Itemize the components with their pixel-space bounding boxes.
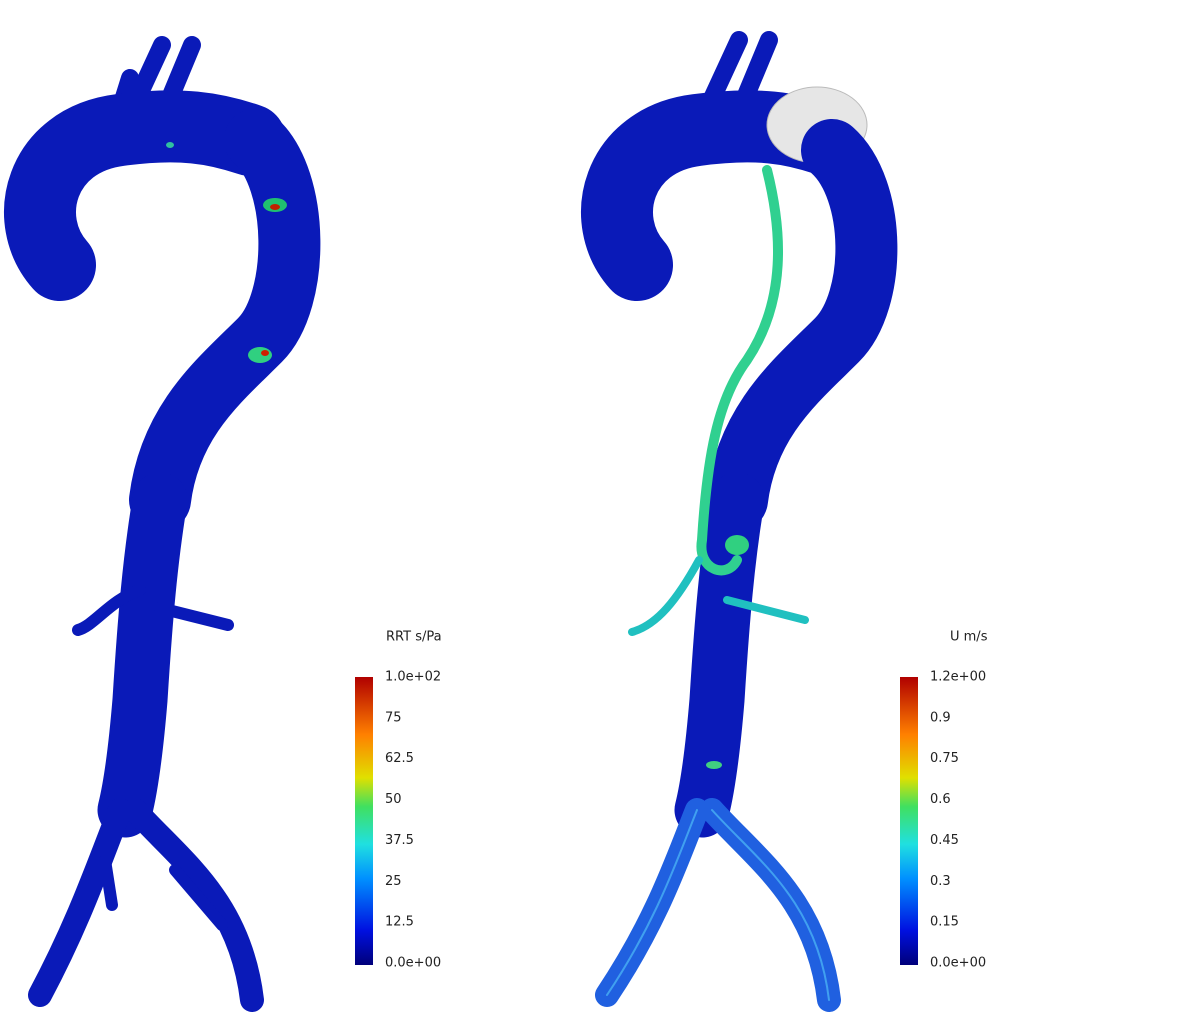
colorbar-tick-label: 0.0e+00 [930,956,986,971]
colorbar-tick-label: 75 [385,710,402,725]
colorbar-tick-label: 1.0e+02 [385,670,441,685]
colorbar-tick-label: 0.75 [930,751,959,766]
aorta-velocity [581,31,898,1012]
colorbar-tick-label: 12.5 [385,915,414,930]
colorbar-tick-label: 0.45 [930,833,959,848]
colorbar-tick-label: 0.6 [930,792,951,807]
colorbar-tick-label: 50 [385,792,402,807]
colorbar-tick-label: 37.5 [385,833,414,848]
colorbar-tick-label: 0.3 [930,874,951,889]
colorbar-tick-label: 0.0e+00 [385,956,441,971]
colorbars: RRT s/Pa U m/s 1.0e+02 75 62.5 50 37.5 25 12.5… [355,630,988,971]
aorta-rrt [4,36,321,1012]
colorbar-tick-label: 0.9 [930,710,951,725]
colorbar-title: U m/s [950,630,988,645]
colorbar-title: RRT s/Pa [386,630,442,645]
colorbar-tick-label: 1.2e+00 [930,670,986,685]
colorbar-tick-label: 62.5 [385,751,414,766]
colorbar [355,677,373,965]
colorbar-tick-label: 0.15 [930,915,959,930]
colorbar-tick-label: 25 [385,874,402,889]
colorbar [900,677,918,965]
